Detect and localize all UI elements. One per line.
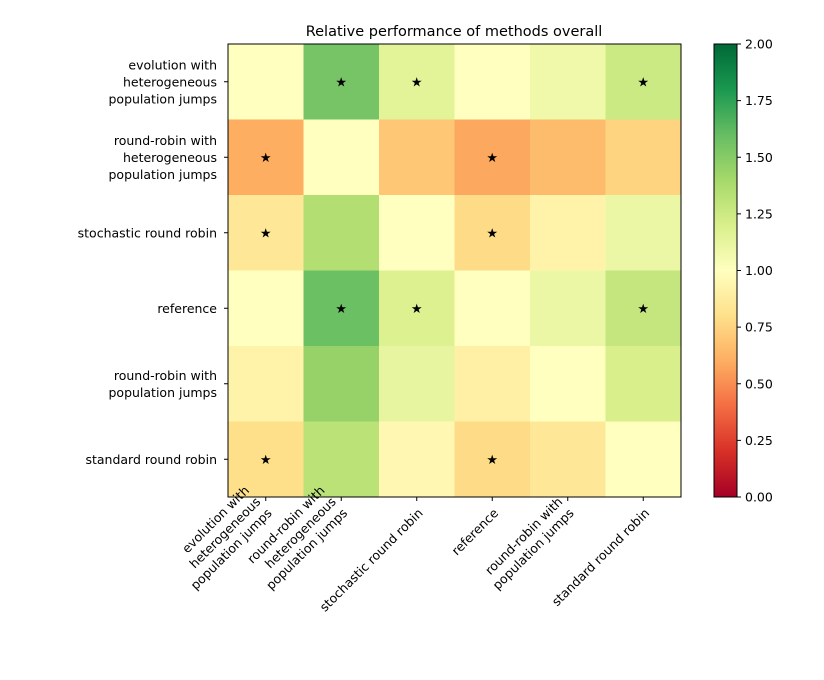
significance-star: ★ (260, 226, 272, 241)
heatmap-cells (228, 44, 682, 498)
heatmap-cell (228, 44, 304, 120)
y-tick-label: reference (157, 301, 217, 316)
colorbar-tick-label: 0.75 (745, 320, 773, 335)
significance-star: ★ (411, 302, 423, 317)
heatmap-cell (228, 195, 304, 271)
x-tick-label: evolution withheterogeneouspopulation ju… (165, 483, 275, 593)
heatmap-cell (228, 346, 304, 422)
heatmap-cell (228, 119, 304, 196)
heatmap-cell (303, 195, 380, 271)
heatmap-cell (379, 195, 455, 271)
heatmap-cell (605, 44, 682, 120)
x-tick-label: reference (448, 505, 501, 558)
heatmap-cell (303, 119, 380, 196)
heatmap-cell (454, 346, 531, 422)
colorbar-tick-label: 1.50 (745, 150, 773, 165)
x-axis: evolution withheterogeneouspopulation ju… (165, 483, 652, 615)
heatmap-cell (530, 270, 606, 347)
heatmap-cell (303, 44, 380, 120)
significance-star: ★ (637, 302, 649, 317)
colorbar-tick-label: 1.25 (745, 206, 773, 221)
heatmap-cell (303, 270, 380, 347)
significance-star: ★ (260, 151, 272, 166)
colorbar-tick-label: 0.25 (745, 433, 773, 448)
y-tick-label: round-robin with heterogeneous population … (108, 133, 217, 182)
heatmap-cell (530, 421, 606, 498)
significance-star: ★ (486, 151, 498, 166)
y-tick-label: stochastic round robin (78, 225, 217, 240)
colorbar-tick-label: 0.50 (745, 376, 773, 391)
heatmap-cell (454, 119, 531, 196)
significance-star: ★ (335, 302, 347, 317)
significance-markers: ★ ★ ★ ★ ★ ★ ★ ★ ★ ★ ★ ★ (260, 75, 649, 468)
y-axis: evolution with heterogeneous population ju… (78, 57, 228, 467)
plot-frame (227, 43, 682, 498)
heatmap-cell (454, 195, 531, 271)
heatmap-cell (454, 421, 531, 498)
heatmap-cell (605, 421, 682, 498)
heatmap-cell (530, 119, 606, 196)
heatmap-cell (379, 270, 455, 347)
heatmap-cell (379, 44, 455, 120)
heatmap-cell (530, 44, 606, 120)
colorbar-tick-label: 2.00 (745, 37, 773, 52)
heatmap-cell (530, 346, 606, 422)
heatmap-cell (530, 195, 606, 271)
colorbar-tick-label: 0.00 (745, 490, 773, 505)
significance-star: ★ (260, 453, 272, 468)
y-tick-label: round-robin with population jumps (108, 368, 217, 400)
heatmap-cell (379, 421, 455, 498)
heatmap-cell (454, 270, 531, 347)
heatmap-cell (605, 346, 682, 422)
y-tick-label: evolution with heterogeneous population ju… (108, 57, 217, 106)
chart-title: Relative performance of methods overall (306, 24, 603, 40)
heatmap-cell (605, 195, 682, 271)
heatmap-cell (605, 270, 682, 347)
colorbar-axis: 0.00 0.25 0.50 0.75 1.00 1.25 1.50 1.75 2.00 (737, 37, 773, 505)
heatmap-cell (303, 421, 380, 498)
significance-star: ★ (486, 453, 498, 468)
colorbar-tick-label: 1.00 (745, 263, 773, 278)
colorbar (713, 43, 738, 498)
significance-star: ★ (637, 75, 649, 90)
significance-star: ★ (486, 226, 498, 241)
heatmap-cell (605, 119, 682, 196)
significance-star: ★ (411, 75, 423, 90)
significance-star: ★ (335, 75, 347, 90)
heatmap-cell (228, 421, 304, 498)
y-tick-label: standard round robin (85, 452, 217, 467)
heatmap-cell (303, 346, 380, 422)
heatmap-cell (379, 119, 455, 196)
colorbar-tick-label: 1.75 (745, 93, 773, 108)
heatmap-cell (228, 270, 304, 347)
heatmap-cell (379, 346, 455, 422)
heatmap-cell (454, 44, 531, 120)
